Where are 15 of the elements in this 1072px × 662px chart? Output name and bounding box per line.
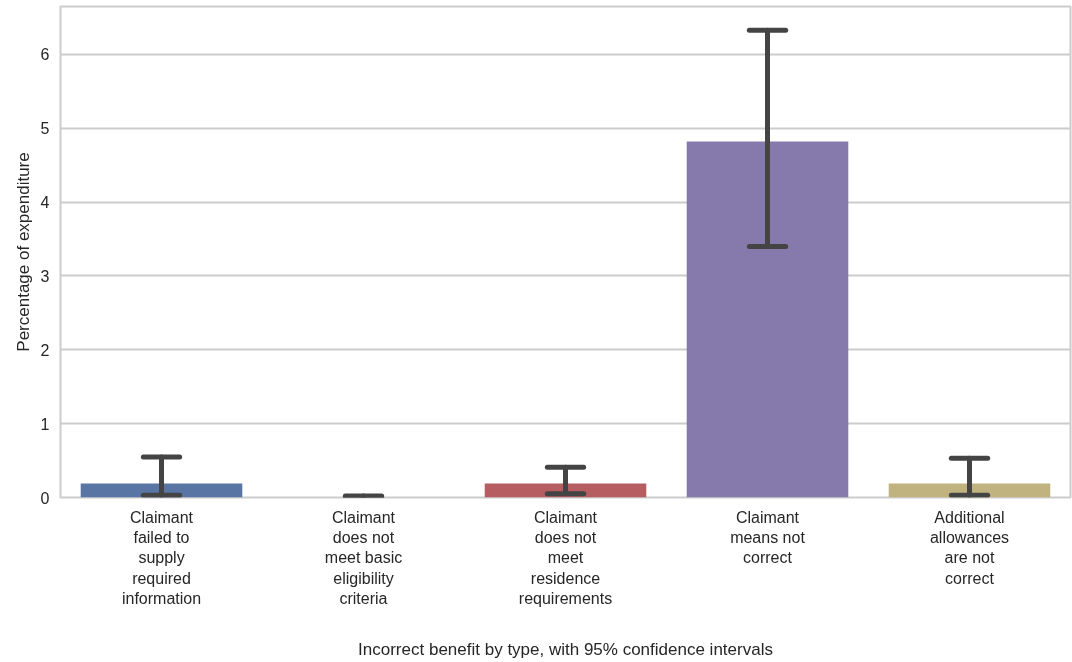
x-tick-label: Additional allowances are not correct (929, 508, 1010, 587)
y-tick-label: 6 (40, 46, 50, 64)
y-tick-label: 4 (40, 194, 50, 212)
y-tick-label: 5 (40, 120, 50, 138)
y-tick-label: 2 (40, 341, 50, 359)
y-tick-label: 3 (40, 268, 50, 285)
x-tick-label: Claimant does not meet residence requirements (518, 508, 613, 608)
y-tick-label: 1 (40, 415, 50, 433)
x-axis-title: Incorrect benefit by type, with 95% confidence intervals (358, 640, 773, 660)
bar (686, 141, 849, 498)
x-tick-label: Claimant failed to supply required information (121, 508, 202, 608)
x-tick-label: Claimant means not correct (730, 508, 806, 567)
y-tick-label: 0 (40, 489, 50, 507)
x-tick-label: Claimant does not meet basic eligibility criteria (324, 508, 403, 608)
y-axis-title: Percentage of expenditure (13, 152, 33, 352)
